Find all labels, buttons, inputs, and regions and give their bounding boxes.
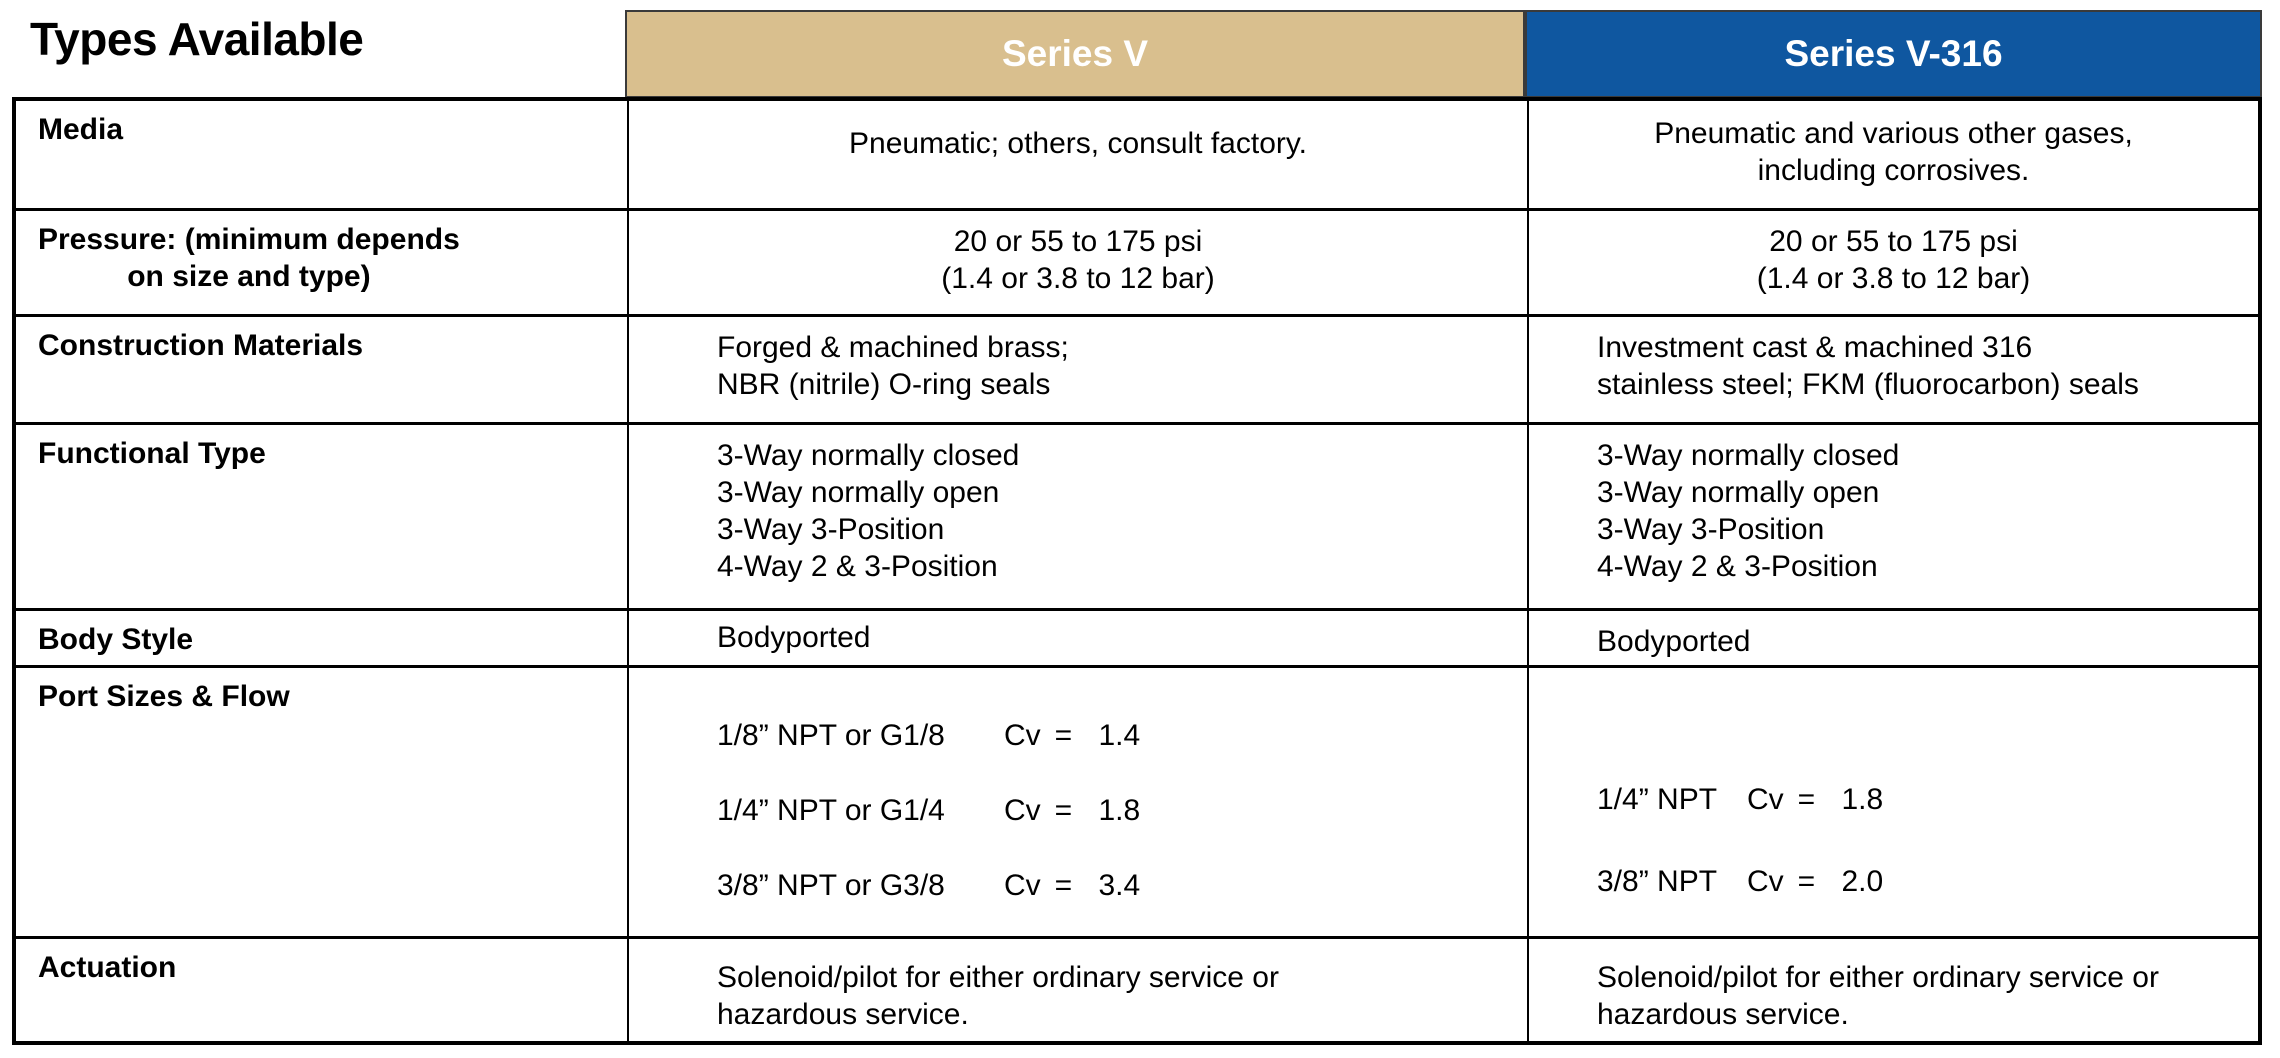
media-series-v-cell: Pneumatic; others, consult factory. (629, 101, 1529, 211)
port-size: 3/8” NPT or G3/8 (717, 869, 945, 902)
cv-label: Cv (1004, 869, 1041, 902)
row-label-construction-materials: Construction Materials (16, 317, 629, 425)
cv-value: 3.4 (1098, 869, 1141, 902)
row-label-pressure: Pressure: (minimum depends on size and t… (16, 211, 629, 317)
port-size: 3/8” NPT (1597, 865, 1718, 898)
row-label-body-style: Body Style (16, 611, 629, 668)
functional-series-v-cell: 3-Way normally closed 3-Way normally ope… (629, 425, 1529, 611)
equals-sign: = (1797, 783, 1816, 816)
equals-sign: = (1797, 865, 1816, 898)
bodystyle-series-v316-cell: Bodyported (1529, 611, 2258, 668)
construction-series-v316-cell: Investment cast & machined 316 stainless… (1529, 317, 2258, 425)
actuation-series-v-cell: Solenoid/pilot for either ordinary servi… (629, 939, 1529, 1041)
port-flow-line: 3/8” NPT Cv = 2.0 (1597, 859, 2258, 904)
port-flow-line: 1/8” NPT or G1/8 Cv = 1.4 (717, 717, 1527, 755)
bodystyle-series-v-cell: Bodyported (629, 611, 1529, 668)
series-v-header-label: Series V (1001, 33, 1149, 74)
pressure-series-v316-cell: 20 or 55 to 175 psi (1.4 or 3.8 to 12 ba… (1529, 211, 2258, 317)
cv-label: Cv (1747, 865, 1784, 898)
port-size: 1/4” NPT (1597, 783, 1718, 816)
row-label-port-sizes-flow: Port Sizes & Flow (16, 668, 629, 939)
cv-label: Cv (1004, 794, 1041, 827)
port-flow-line: 3/8” NPT or G3/8 Cv = 3.4 (717, 867, 1527, 905)
column-header-series-v316: Series V-316 (1525, 10, 2262, 98)
column-header-series-v: Series V (625, 10, 1525, 98)
port-flow-line: 1/4” NPT or G1/4 Cv = 1.8 (717, 792, 1527, 830)
cv-value: 1.4 (1098, 719, 1141, 752)
cv-value: 2.0 (1841, 865, 1884, 898)
port-flow-line: 1/4” NPT Cv = 1.8 (1597, 777, 2258, 822)
ports-series-v-cell: 1/8” NPT or G1/8 Cv = 1.4 1/4” NPT or G1/4 C… (629, 668, 1529, 939)
equals-sign: = (1054, 794, 1073, 827)
series-v316-header-label: Series V-316 (1784, 33, 2003, 74)
equals-sign: = (1054, 869, 1073, 902)
cv-value: 1.8 (1098, 794, 1141, 827)
row-label-actuation: Actuation (16, 939, 629, 1041)
construction-series-v-cell: Forged & machined brass; NBR (nitrile) O… (629, 317, 1529, 425)
port-size: 1/8” NPT or G1/8 (717, 719, 945, 752)
cv-value: 1.8 (1841, 783, 1884, 816)
media-series-v316-cell: Pneumatic and various other gases, inclu… (1529, 101, 2258, 211)
spec-table: Media Pneumatic; others, consult factory… (12, 97, 2262, 1045)
port-size: 1/4” NPT or G1/4 (717, 794, 945, 827)
row-label-functional-type: Functional Type (16, 425, 629, 611)
page-title: Types Available (30, 13, 364, 65)
row-label-media: Media (16, 101, 629, 211)
actuation-series-v316-cell: Solenoid/pilot for either ordinary servi… (1597, 961, 2159, 1031)
pressure-series-v-cell: 20 or 55 to 175 psi (1.4 or 3.8 to 12 ba… (629, 211, 1529, 317)
cv-label: Cv (1747, 783, 1784, 816)
cv-label: Cv (1004, 719, 1041, 752)
equals-sign: = (1054, 719, 1073, 752)
functional-series-v316-cell: 3-Way normally closed 3-Way normally ope… (1529, 425, 2258, 611)
pressure-label-text: Pressure: (minimum depends on size and t… (38, 223, 460, 293)
